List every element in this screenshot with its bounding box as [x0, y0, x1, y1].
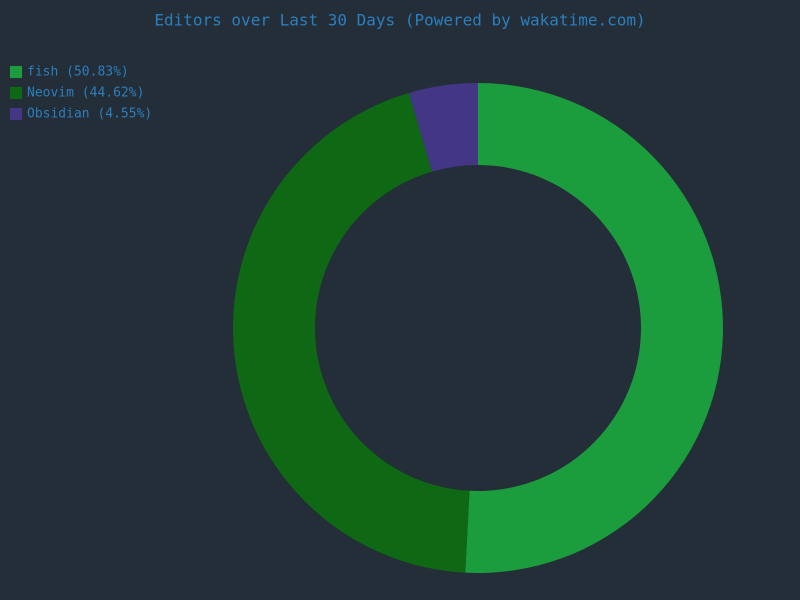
legend-swatch	[10, 108, 22, 120]
chart-title: Editors over Last 30 Days (Powered by wa…	[154, 11, 645, 30]
legend-label: Obsidian (4.55%)	[27, 107, 152, 122]
donut-slice	[408, 83, 478, 172]
legend-label: fish (50.83%)	[27, 65, 129, 80]
legend-label: Neovim (44.62%)	[27, 86, 144, 101]
legend-swatch	[10, 66, 22, 78]
legend-swatch	[10, 87, 22, 99]
donut-slice	[233, 92, 470, 573]
donut-slice	[465, 83, 723, 574]
